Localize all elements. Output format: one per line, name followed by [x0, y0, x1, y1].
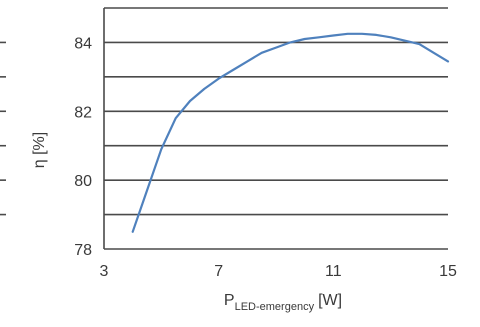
y-tick-label: 82: [74, 104, 92, 121]
x-tick-label: 11: [325, 263, 342, 280]
x-axis-label-subscript: LED-emergency: [235, 301, 315, 313]
plot-frame: [0, 7, 448, 250]
y-axis-label: η [%]: [31, 132, 48, 168]
x-tick-label: 3: [100, 263, 109, 280]
x-axis-label-main: P: [224, 292, 235, 309]
y-tick-label: 84: [74, 35, 92, 52]
y-tick-label: 80: [74, 173, 92, 190]
grid-lines: [104, 41, 448, 216]
tick-labels: 78 80 82 84 3 7 11 15: [74, 35, 457, 280]
x-axis-label: PLED-emergency [W]: [224, 292, 342, 313]
y-tick-label: 78: [74, 242, 92, 259]
series-layer: [131, 32, 450, 233]
x-axis-label-unit: [W]: [318, 292, 342, 309]
x-tick-label: 7: [214, 263, 223, 280]
x-tick-label: 15: [439, 263, 457, 280]
series-line: [131, 32, 450, 233]
